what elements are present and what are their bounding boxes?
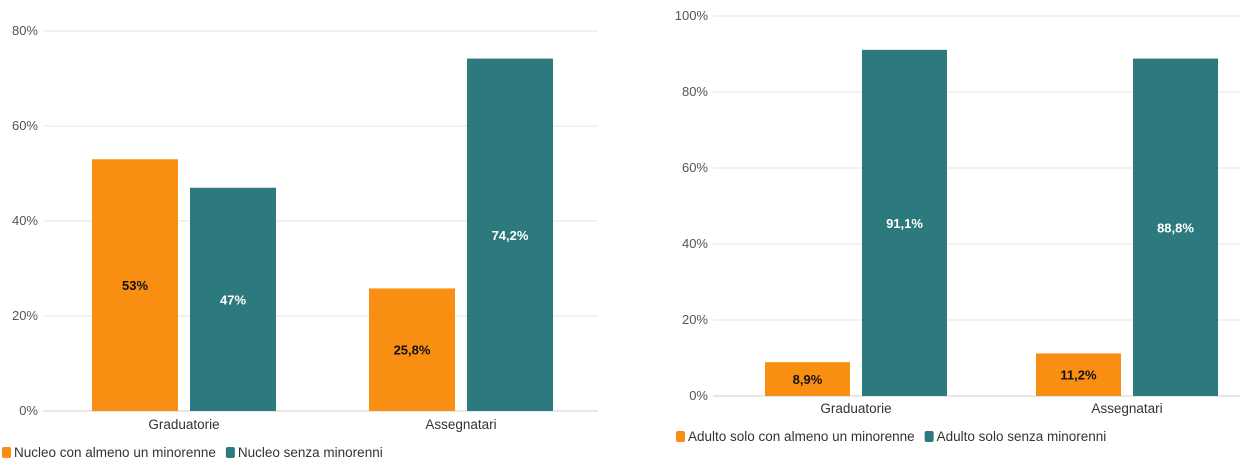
data-label: 53%: [122, 278, 148, 293]
bar: [1036, 353, 1121, 396]
data-label: 25,8%: [394, 343, 431, 358]
data-label: 8,9%: [793, 372, 823, 387]
legend-label: Adulto solo senza minorenni: [937, 429, 1107, 444]
y-tick-label: 40%: [682, 236, 708, 251]
bar: [369, 288, 455, 411]
data-label: 74,2%: [492, 228, 529, 243]
x-category-label: Assegnatari: [1091, 401, 1162, 416]
data-label: 11,2%: [1060, 368, 1097, 383]
bar: [862, 49, 947, 396]
data-label: 91,1%: [886, 216, 923, 231]
y-tick-label: 0%: [689, 388, 708, 403]
y-tick-label: 60%: [12, 118, 38, 133]
y-tick-label: 80%: [12, 23, 38, 38]
y-tick-label: 60%: [682, 160, 708, 175]
chart-2: 0% 20% 40% 60% 80% 100% 8,9% 11,2% 91,1% 88,8% Gra…: [675, 8, 1240, 444]
y-tick-label: 20%: [12, 308, 38, 323]
y-tick-label: 100%: [675, 8, 709, 23]
legend-swatch: [676, 431, 685, 442]
chart-1: 0% 20% 40% 60% 80% 53% 25,8% 47% 74,2% Graduatori…: [2, 23, 598, 460]
legend-swatch: [2, 447, 11, 458]
bar: [765, 362, 850, 396]
y-tick-label: 20%: [682, 312, 708, 327]
bar: [92, 159, 178, 411]
bar: [190, 187, 276, 411]
y-tick-label: 0%: [19, 403, 38, 418]
legend-label: Nucleo con almeno un minorenne: [14, 445, 216, 460]
y-tick-label: 80%: [682, 84, 708, 99]
data-label: 47%: [220, 292, 246, 307]
y-tick-label: 40%: [12, 213, 38, 228]
bar: [467, 58, 553, 412]
x-category-label: Graduatorie: [148, 417, 219, 432]
data-label: 88,8%: [1157, 220, 1194, 235]
legend-label: Nucleo senza minorenni: [238, 445, 383, 460]
x-category-label: Graduatorie: [820, 401, 891, 416]
x-category-label: Assegnatari: [425, 417, 496, 432]
legend-swatch: [924, 431, 934, 442]
legend-label: Adulto solo con almeno un minorenne: [688, 429, 915, 444]
bar: [1133, 58, 1218, 397]
legend-swatch: [225, 447, 235, 458]
